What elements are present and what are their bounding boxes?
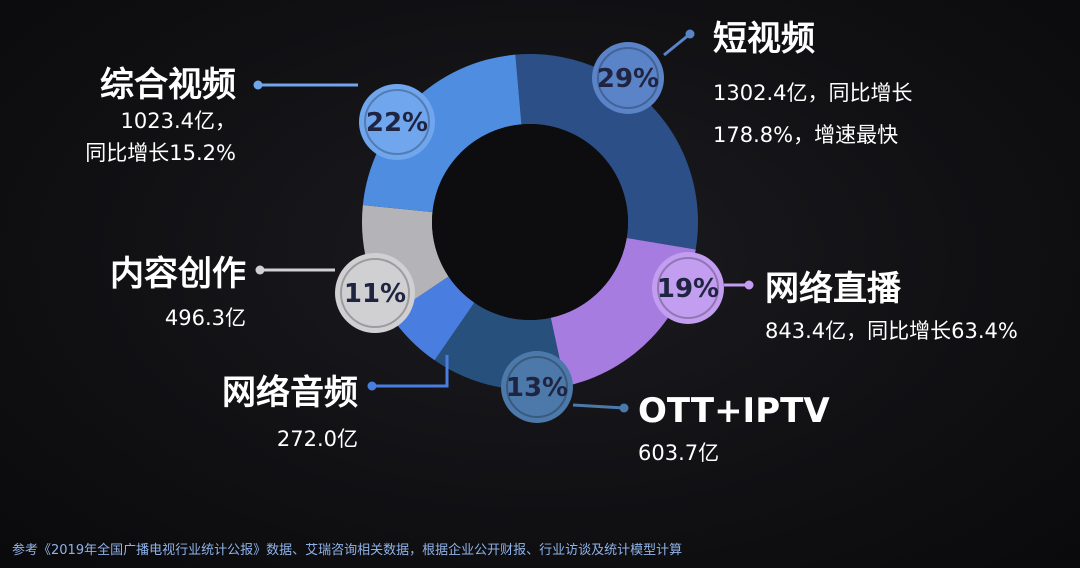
leader-line-network-audio [372,355,449,388]
percent-label-short-video: 29% [597,64,659,94]
percent-badge-ring-ott-iptv [506,356,568,418]
percent-badge-ring-general-video [364,89,430,155]
percent-label-ott-iptv: 13% [506,373,568,403]
segment-detail-general-video-2: 同比增长15.2% [85,141,236,165]
percent-badge-ring-short-video [597,47,659,109]
leader-dot-general-video [253,80,263,90]
segment-name-network-audio: 网络音频 [222,373,358,413]
segment-name-general-video: 综合视频 [100,65,236,105]
source-note: 参考《2019年全国广播电视行业统计公报》数据、艾瑞咨询相关数据，根据企业公开财… [12,543,683,558]
leader-dot-network-audio [367,381,377,391]
segment-detail-live-streaming-1: 843.4亿，同比增长63.4% [765,319,1018,343]
leader-dot-live-streaming [744,280,754,290]
leader-dot-content-creation [255,265,265,275]
segment-name-live-streaming: 网络直播 [765,269,902,309]
percent-badge-general-video [359,84,435,160]
percent-label-live-streaming: 19% [657,274,719,304]
segment-detail-short-video-2: 178.8%，增速最快 [713,123,898,147]
donut-slice-general-video [362,54,522,213]
leader-dot-ott-iptv [619,403,629,413]
percent-badge-ott-iptv [501,351,573,423]
percent-badge-content-creation [335,253,415,333]
percent-badge-live-streaming [652,252,724,324]
leader-line-ott-iptv [572,403,625,410]
segment-detail-content-creation-1: 496.3亿 [165,306,246,330]
donut-hole [432,124,628,320]
segment-detail-short-video-1: 1302.4亿，同比增长 [713,81,912,105]
leader-dot-short-video [685,29,695,39]
percent-label-content-creation: 11% [344,279,406,309]
percent-label-general-video: 22% [366,108,428,138]
segment-detail-network-audio-1: 272.0亿 [277,427,358,451]
donut-slice-short-video [515,54,698,250]
segment-name-content-creation: 内容创作 [110,254,246,294]
segment-name-short-video: 短视频 [713,19,815,59]
leader-line-short-video [663,32,691,57]
donut-slice-network-audio [390,276,475,361]
percent-badge-ring-live-streaming [657,257,719,319]
percent-badge-short-video [592,42,664,114]
segment-detail-general-video-1: 1023.4亿， [121,109,236,133]
segment-detail-ott-iptv-1: 603.7亿 [638,441,719,465]
percent-badge-ring-content-creation [340,258,410,328]
segment-name-ott-iptv: OTT+IPTV [638,391,830,431]
